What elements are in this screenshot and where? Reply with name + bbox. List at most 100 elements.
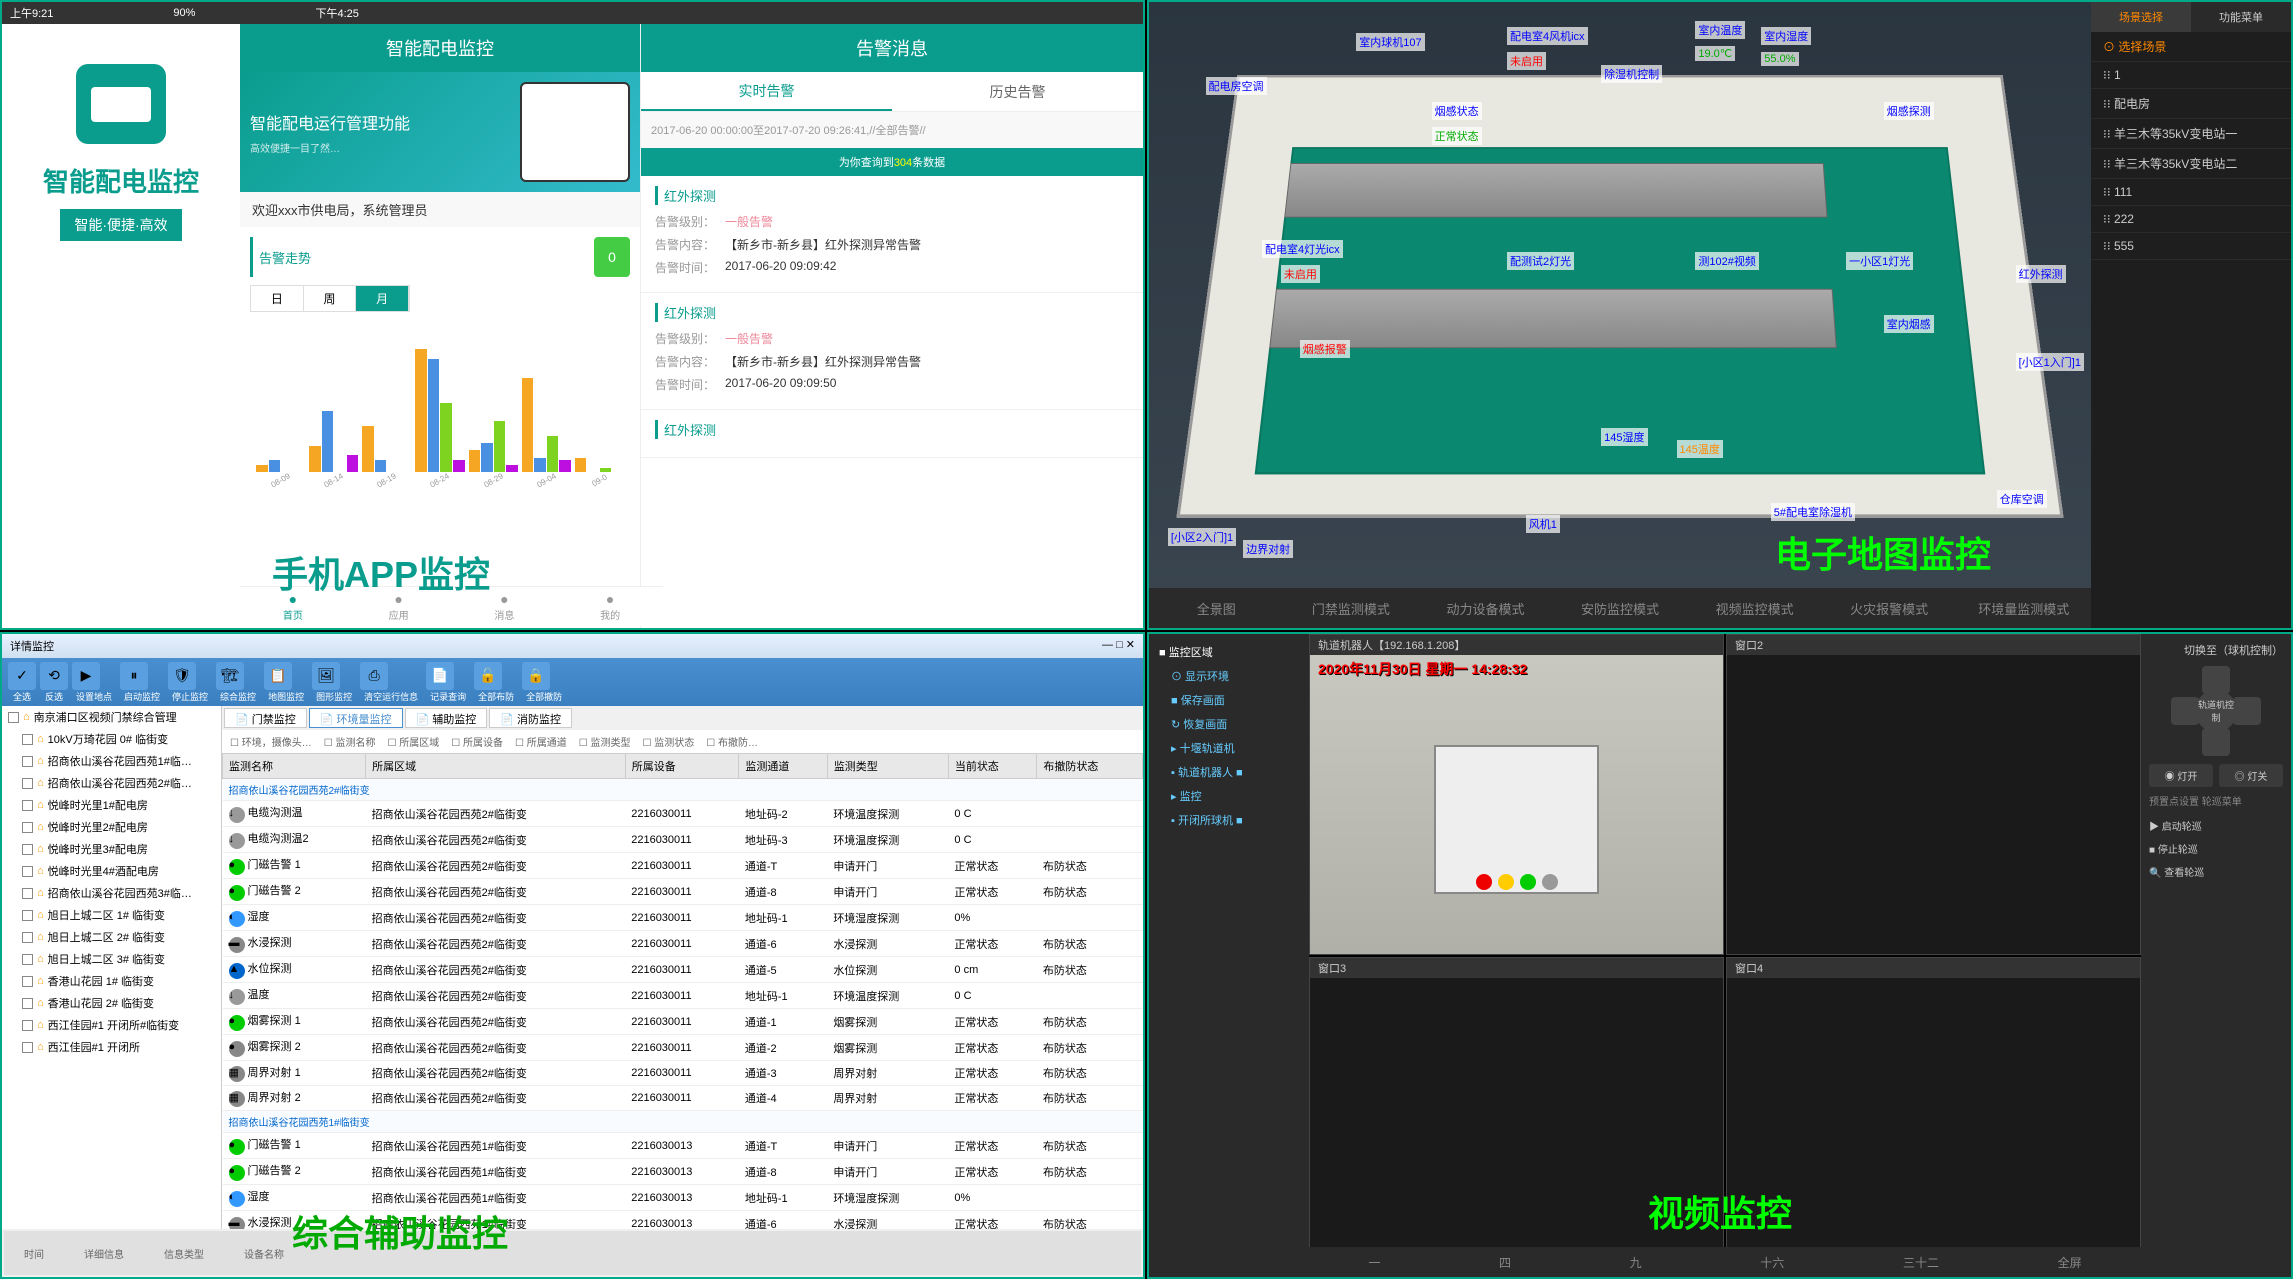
table-row[interactable]: ↓ 温度招商依山溪谷花园西苑2#临街变2216030011地址码-1环境温度探测… [223,983,1143,1009]
mode-tab[interactable]: 视频监控模式 [1687,588,1822,628]
device-label[interactable]: 烟感状态 [1432,102,1482,120]
content-tab[interactable]: 📄 辅助监控 [405,708,488,728]
site-tree-item[interactable]: ⌂悦峰时光里1#配电房 [2,794,221,816]
site-tree-item[interactable]: ⌂西江佳园#1 开闭所 [2,1036,221,1058]
toolbar-button[interactable]: ⟲ [40,662,68,690]
device-label[interactable]: 室内烟感 [1884,315,1934,333]
site-tree-item[interactable]: ⌂旭日上城二区 3# 临街变 [2,948,221,970]
site-tree[interactable]: ⌂南京浦口区视频门禁综合管理 ⌂10kV万琦花园 0# 临街变⌂招商依山溪谷花园… [2,706,222,1229]
preset-button[interactable]: ▶ 启动轮巡 [2149,814,2283,837]
search-criteria[interactable]: 2017-06-20 00:00:00至2017-07-20 09:26:41,… [641,112,1143,148]
mode-tab[interactable]: 门禁监测模式 [1284,588,1419,628]
table-row[interactable]: ▦ 周界对射 2招商依山溪谷花园西苑2#临街变2216030011通道-4周界对… [223,1086,1143,1111]
layout-option[interactable]: 全屏 [2058,1254,2082,1271]
device-label[interactable]: 配测试2灯光 [1507,252,1574,270]
toolbar-button[interactable]: 🛡 [168,662,196,690]
table-row[interactable]: ● 门磁告警 1招商依山溪谷花园西苑1#临街变2216030013通道-T申请开… [223,1133,1143,1159]
table-row[interactable]: ◐ 湿度招商依山溪谷花园西苑2#临街变2216030011地址码-1环境湿度探测… [223,905,1143,931]
device-label[interactable]: 烟感探测 [1884,102,1934,120]
camera-tree-item[interactable]: ■ 保存画面 [1155,688,1303,712]
site-tree-item[interactable]: ⌂10kV万琦花园 0# 临街变 [2,728,221,750]
site-tree-item[interactable]: ⌂香港山花园 2# 临街变 [2,992,221,1014]
side-tab[interactable]: 功能菜单 [2191,2,2291,32]
layout-option[interactable]: 十六 [1760,1254,1784,1271]
scene-item[interactable]: ⁝⁝ 羊三木等35kV变电站一 [2091,119,2291,149]
toolbar-button[interactable]: ⎙ [360,662,388,690]
table-row[interactable]: ● 门磁告警 1招商依山溪谷花园西苑2#临街变2216030011通道-T申请开… [223,853,1143,879]
site-tree-item[interactable]: ⌂旭日上城二区 2# 临街变 [2,926,221,948]
scene-item[interactable]: ⁝⁝ 羊三木等35kV变电站二 [2091,149,2291,179]
table-row[interactable]: ● 门磁告警 2招商依山溪谷花园西苑1#临街变2216030013通道-8申请开… [223,1159,1143,1185]
device-label[interactable]: 145湿度 [1601,428,1647,446]
layout-option[interactable]: 一 [1368,1254,1380,1271]
toolbar-button[interactable]: 🔓 [474,662,502,690]
table-header[interactable]: 布撤防状态 [1037,754,1143,779]
toolbar-button[interactable]: 🖼 [312,662,340,690]
device-label[interactable]: 仓库空调 [1997,490,2047,508]
site-tree-item[interactable]: ⌂悦峰时光里2#配电房 [2,816,221,838]
layout-option[interactable]: 九 [1630,1254,1642,1271]
alarm-item[interactable]: 红外探测告警级别：一般告警告警内容：【新乡市-新乡县】红外探测异常告警告警时间：… [641,176,1143,293]
table-row[interactable]: ● 门磁告警 2招商依山溪谷花园西苑2#临街变2216030011通道-8申请开… [223,879,1143,905]
video-cell[interactable]: 轨道机器人【192.168.1.208】2020年11月30日 星期一 14:2… [1309,634,1724,955]
device-label[interactable]: 正常状态 [1432,127,1482,145]
toolbar-button[interactable]: ▶ [72,662,100,690]
time-tab[interactable]: 周 [304,286,357,311]
device-label[interactable]: 室内球机107 [1356,33,1424,51]
toolbar-button[interactable]: ✓ [8,662,36,690]
device-label[interactable]: 风机1 [1526,515,1560,533]
alarm-tab[interactable]: 实时告警 [641,72,892,111]
toolbar-button[interactable]: 🔒 [522,662,550,690]
table-header[interactable]: 监测类型 [827,754,948,779]
dpad-right[interactable] [2233,697,2261,725]
preset-button[interactable]: ■ 停止轮巡 [2149,837,2283,860]
table-header[interactable]: 所属设备 [625,754,739,779]
mode-tab[interactable]: 环境量监测模式 [1956,588,2091,628]
device-label[interactable]: [小区2入门]1 [1168,528,1236,546]
switch-label[interactable]: 切换至（球机控制） [2149,642,2283,658]
side-tab[interactable]: 场景选择 [2091,2,2191,32]
site-tree-item[interactable]: ⌂西江佳园#1 开闭所#临街变 [2,1014,221,1036]
device-label[interactable]: 除湿机控制 [1601,65,1662,83]
table-row[interactable]: ↓ 电缆沟测温2招商依山溪谷花园西苑2#临街变2216030011地址码-3环境… [223,827,1143,853]
device-label[interactable]: [小区1入门]1 [2016,353,2084,371]
alarm-item[interactable]: 红外探测告警级别：一般告警告警内容：【新乡市-新乡县】红外探测异常告警告警时间：… [641,293,1143,410]
device-label[interactable]: 19.0℃ [1695,46,1735,61]
device-label[interactable]: 配电室4灯光icx [1262,240,1343,258]
scene-item[interactable]: ⁝⁝ 222 [2091,206,2291,233]
site-tree-item[interactable]: ⌂悦峰时光里4#酒配电房 [2,860,221,882]
mode-tab[interactable]: 全景图 [1149,588,1284,628]
content-tab[interactable]: 📄 消防监控 [489,708,572,728]
alarm-item[interactable]: 红外探测 [641,410,1143,458]
camera-tree-item[interactable]: ▪ 轨道机器人 ■ [1155,760,1303,784]
scene-item[interactable]: ⁝⁝ 1 [2091,62,2291,89]
table-row[interactable]: ▦ 周界对射 1招商依山溪谷花园西苑2#临街变2216030011通道-3周界对… [223,1061,1143,1086]
device-label[interactable]: 未启用 [1281,265,1320,283]
dpad-center[interactable]: 轨道机控制 [2195,690,2237,732]
scene-item[interactable]: ⁝⁝ 111 [2091,179,2291,206]
device-label[interactable]: 烟感报警 [1300,340,1350,358]
device-label[interactable]: 配电房空调 [1206,77,1267,95]
camera-tree-item[interactable]: ▸ 十堰轨道机 [1155,736,1303,760]
camera-tree-item[interactable]: ↻ 恢复画面 [1155,712,1303,736]
light-button[interactable]: ◎ 灯关 [2219,764,2283,787]
video-cell[interactable]: 窗口2 [1726,634,2141,955]
site-tree-item[interactable]: ⌂旭日上城二区 1# 临街变 [2,904,221,926]
table-row[interactable]: ● 烟雾探测 1招商依山溪谷花园西苑2#临街变2216030011通道-1烟雾探… [223,1009,1143,1035]
mode-tab[interactable]: 火灾报警模式 [1822,588,1957,628]
device-label[interactable]: 室内温度 [1695,21,1745,39]
table-header[interactable]: 监测通道 [739,754,827,779]
device-label[interactable]: 一小区1灯光 [1846,252,1913,270]
content-tab[interactable]: 📄 环境量监控 [309,708,403,728]
time-tab[interactable]: 月 [356,286,409,311]
layout-option[interactable]: 四 [1499,1254,1511,1271]
scene-item[interactable]: ⁝⁝ 555 [2091,233,2291,260]
camera-tree-item[interactable]: ▸ 监控 [1155,784,1303,808]
device-label[interactable]: 边界对射 [1243,540,1293,558]
content-tab[interactable]: 📄 门禁监控 [224,708,307,728]
table-header[interactable]: 所属区域 [366,754,626,779]
device-label[interactable]: 红外探测 [2016,265,2066,283]
alarm-tab[interactable]: 历史告警 [892,72,1143,111]
toolbar-button[interactable]: 🏗 [216,662,244,690]
device-label[interactable]: 55.0% [1761,52,1798,66]
